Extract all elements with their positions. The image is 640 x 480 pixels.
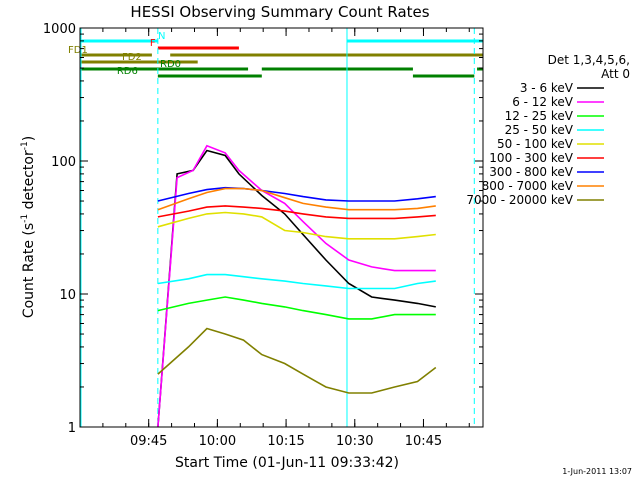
flag-label-fd2: FD2 (122, 52, 142, 63)
y-axis-label-end: ) (21, 136, 37, 141)
flag-bars: NF FD1 FD2 RD0 RD6 (68, 31, 483, 78)
series-line-5 (157, 205, 436, 220)
series-line-7 (157, 187, 436, 211)
x-tick-label-0: 09:45 (130, 434, 167, 449)
flag-label-rd6: RD6 (117, 66, 138, 77)
y-tick-label-0: 1 (68, 421, 76, 436)
legend-label-1: 6 - 12 keV (512, 95, 574, 109)
series-line-1 (157, 144, 436, 428)
legend-label-4: 50 - 100 keV (497, 137, 574, 151)
legend-header-line1: Det 1,3,4,5,6, (548, 53, 630, 67)
y-tick-label-3: 1000 (43, 22, 76, 37)
legend-header-line2: Att 0 (601, 67, 630, 81)
y-axis-label-sup2: -1 (20, 141, 30, 150)
flag-label-f: F (150, 38, 156, 49)
y-axis-label-sup1: -1 (20, 214, 30, 223)
flag-label-rd0: RD0 (160, 59, 181, 70)
plot-frame (79, 27, 484, 428)
legend-label-6: 300 - 800 keV (489, 165, 573, 179)
y-axis-label-mid: detector (21, 150, 37, 214)
x-axis-label: Start Time (01-Jun-11 09:33:42) (175, 455, 399, 471)
chart-title: HESSI Observing Summary Count Rates (130, 3, 429, 21)
flag-label-fd1: FD1 (68, 45, 88, 56)
legend-label-8: 7000 - 20000 keV (466, 193, 573, 207)
series-line-4 (157, 211, 436, 240)
legend-label-0: 3 - 6 keV (520, 81, 574, 95)
legend-label-7: 800 - 7000 keV (482, 179, 574, 193)
x-tick-label-3: 10:30 (336, 434, 373, 449)
mode-lines (80, 28, 475, 427)
x-tick-label-2: 10:15 (267, 434, 304, 449)
series-line-8 (157, 327, 437, 394)
series-group (157, 144, 437, 428)
y-axis-label-main: Count Rate (s (21, 223, 37, 318)
x-tick-label-1: 10:00 (199, 434, 236, 449)
y-axis-label: Count Rate (s-1 detector-1) (20, 136, 37, 318)
render-timestamp: 1-Jun-2011 13:07 (562, 467, 632, 476)
y-tick-label-1: 10 (59, 288, 76, 303)
legend-label-2: 12 - 25 keV (505, 109, 574, 123)
flag-label-n: N (158, 31, 165, 42)
legend-label-5: 100 - 300 keV (489, 151, 573, 165)
series-line-6 (157, 186, 436, 202)
axes: 09:45 10:00 10:15 10:30 10:45 1 10 100 1000 (43, 22, 483, 449)
series-line-2 (157, 296, 436, 320)
legend-label-3: 25 - 50 keV (505, 123, 574, 137)
x-tick-label-4: 10:45 (405, 434, 442, 449)
y-tick-label-2: 100 (51, 155, 76, 170)
series-line-3 (157, 273, 436, 290)
